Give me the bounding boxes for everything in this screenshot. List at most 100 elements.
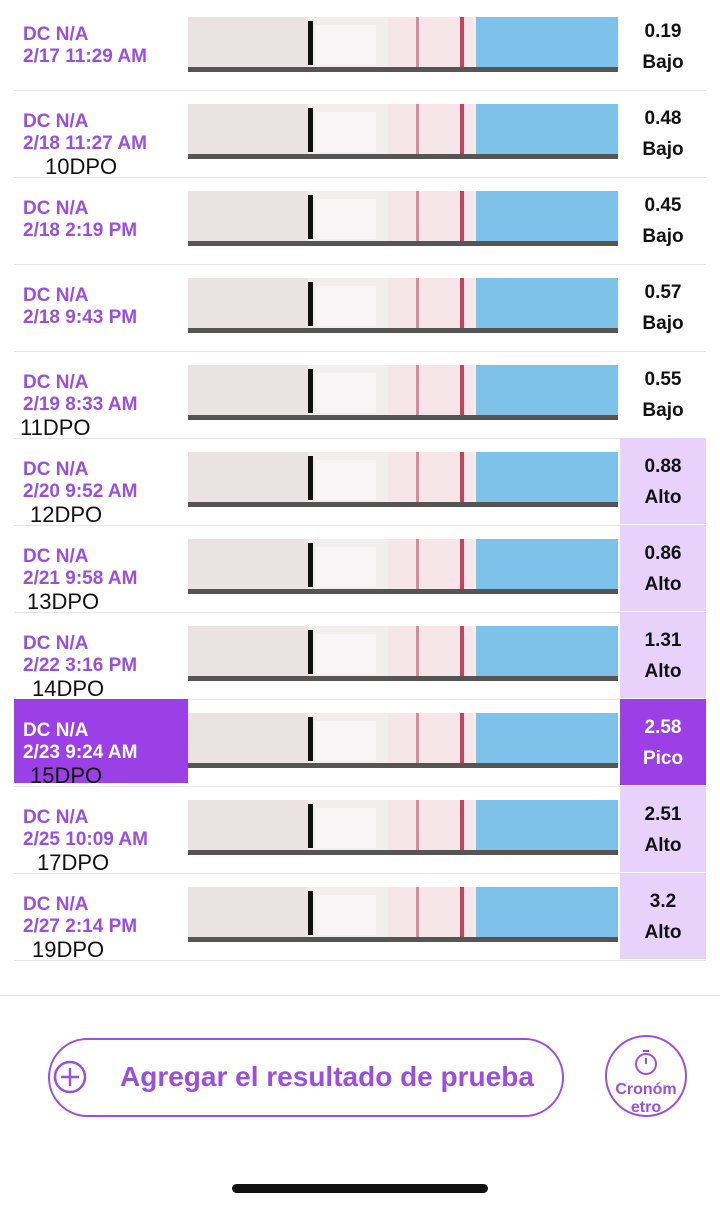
strip-window	[388, 365, 473, 420]
test-line	[460, 104, 464, 159]
level-text: Alto	[644, 922, 682, 943]
strip-handle	[188, 191, 308, 246]
row-separator	[14, 786, 706, 787]
strip-arrow-area	[316, 286, 376, 326]
test-line	[460, 713, 464, 768]
level-text: Bajo	[642, 400, 684, 421]
date-label: 2/22 3:16 PM	[23, 655, 138, 676]
strip-window	[388, 191, 473, 246]
test-line	[460, 365, 464, 420]
test-line	[460, 278, 464, 333]
strip-edge	[188, 328, 618, 333]
value-text: 2.51	[644, 804, 682, 825]
strip-arrow-area	[316, 808, 376, 848]
test-strip	[188, 278, 618, 333]
strip-handle	[188, 887, 308, 942]
level-text: Pico	[642, 748, 684, 769]
strip-label	[476, 800, 618, 855]
strip-arrow-area	[316, 112, 376, 152]
row-separator	[14, 873, 706, 874]
strip-arrow-area	[316, 634, 376, 674]
dpo-label: 12DPO	[30, 502, 103, 527]
dpo-label: 14DPO	[32, 676, 105, 701]
strip-edge	[188, 415, 618, 420]
row-separator	[14, 177, 706, 178]
dc-label: DC N/A	[23, 111, 89, 132]
level-text: Alto	[644, 661, 682, 682]
test-strip	[188, 800, 618, 855]
strip-edge	[188, 763, 618, 768]
strip-window	[388, 887, 473, 942]
strip-bar	[308, 456, 313, 500]
strip-handle	[188, 626, 308, 681]
strip-label	[476, 539, 618, 594]
date-label: 2/21 9:58 AM	[23, 568, 138, 589]
row-separator	[14, 90, 706, 91]
date-label: 2/18 9:43 PM	[23, 307, 138, 328]
control-line	[416, 626, 419, 681]
strip-label	[476, 17, 618, 72]
control-line	[416, 539, 419, 594]
control-line	[416, 191, 419, 246]
control-line	[416, 887, 419, 942]
row-separator	[14, 525, 706, 526]
row-separator	[14, 438, 706, 439]
date-label: 2/18 2:19 PM	[23, 220, 138, 241]
dc-label: DC N/A	[23, 720, 89, 741]
strip-label	[476, 713, 618, 768]
dc-label: DC N/A	[23, 285, 89, 306]
control-line	[416, 278, 419, 333]
result-list: DC N/A 2/17 11:29 AM 0.19 Bajo DC N/A 2/18 11…	[14, 17, 706, 962]
strip-handle	[188, 539, 308, 594]
strip-arrow-area	[316, 721, 376, 761]
add-result-button[interactable]: Agregar el resultado de prueba	[48, 1038, 564, 1117]
level-text: Alto	[644, 574, 682, 595]
dpo-label: 15DPO	[30, 763, 103, 788]
test-line	[460, 800, 464, 855]
dpo-label: 17DPO	[37, 850, 110, 875]
timer-label: Cronómetro	[615, 1081, 677, 1116]
strip-bar	[308, 630, 313, 674]
date-label: 2/23 9:24 AM	[23, 742, 138, 763]
dpo-label: 13DPO	[27, 589, 100, 614]
strip-handle	[188, 365, 308, 420]
timer-icon	[635, 1050, 657, 1075]
strip-handle	[188, 104, 308, 159]
strip-bar	[308, 891, 313, 935]
timer-button[interactable]: Cronómetro	[605, 1035, 687, 1117]
level-text: Alto	[644, 835, 682, 856]
strip-edge	[188, 589, 618, 594]
date-label: 2/19 8:33 AM	[23, 394, 138, 415]
value-text: 3.2	[649, 891, 677, 912]
strip-edge	[188, 676, 618, 681]
control-line	[416, 17, 419, 72]
level-text: Bajo	[642, 226, 684, 247]
strip-window	[388, 800, 473, 855]
test-strip	[188, 539, 618, 594]
test-strip	[188, 104, 618, 159]
date-label: 2/18 11:27 AM	[23, 133, 147, 154]
test-strip	[188, 17, 618, 72]
strip-edge	[188, 241, 618, 246]
date-label: 2/17 11:29 AM	[23, 46, 147, 67]
strip-handle	[188, 452, 308, 507]
strip-bar	[308, 108, 313, 152]
strip-label	[476, 365, 618, 420]
strip-window	[388, 104, 473, 159]
strip-label	[476, 104, 618, 159]
value-text: 0.88	[644, 456, 682, 477]
dpo-label: 11DPO	[20, 415, 91, 440]
strip-window	[388, 17, 473, 72]
row-separator	[14, 351, 706, 352]
dc-label: DC N/A	[23, 24, 89, 45]
control-line	[416, 713, 419, 768]
strip-bar	[308, 543, 313, 587]
date-label: 2/20 9:52 AM	[23, 481, 138, 502]
strip-bar	[308, 369, 313, 413]
test-line	[460, 17, 464, 72]
strip-handle	[188, 17, 308, 72]
value-cell	[620, 873, 706, 959]
strip-edge	[188, 154, 618, 159]
strip-edge	[188, 937, 618, 942]
